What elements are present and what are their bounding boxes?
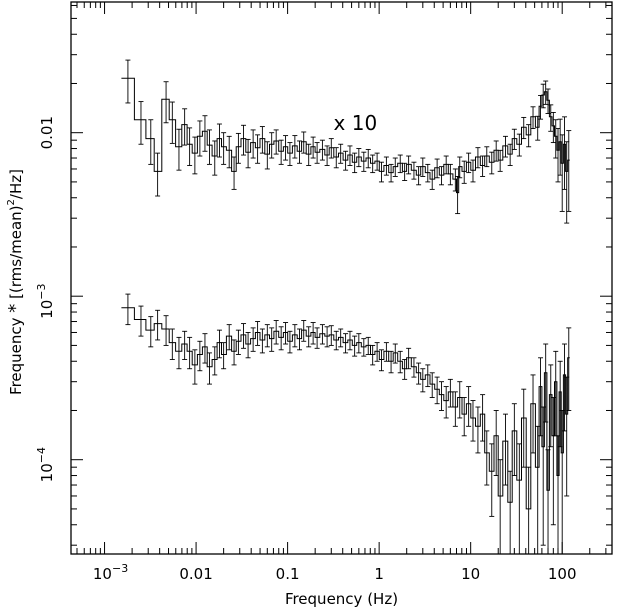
scale-annotation: x 10 [334,111,378,135]
y-axis-label-star: * [5,304,26,313]
axis-ticks [71,2,612,554]
series-step-line [121,77,570,194]
y-axis-label-mid: [(rms/mean) [7,205,25,303]
series-2 [121,293,572,554]
y-axis-label-pre: Frequency [7,313,25,395]
y-tick-label: 10−4 [35,447,56,482]
y-axis-label-sup: 2 [6,199,17,205]
x-tick-label: 0.1 [276,565,300,583]
x-tick-label: 1 [374,565,384,583]
plot-border [70,1,613,555]
x-tick-label-base: 10 [93,565,112,583]
series-group [121,59,572,554]
y-tick-label-base: 10 [38,300,56,319]
x-tick-label: 100 [548,565,577,583]
x-tick-label: 10−3 [93,562,128,583]
y-tick-label-exp: −3 [35,284,48,300]
y-tick-label-exp: −4 [35,447,48,463]
x-tick-label-exp: −3 [112,562,128,575]
y-tick-label: 10−3 [35,284,56,319]
plot-frame [70,1,613,555]
y-axis-label: Frequency * [(rms/mean)2/Hz] [5,169,26,395]
x-tick-label: 10 [461,565,480,583]
y-axis-label-post: /Hz] [7,169,25,199]
x-axis-label: Frequency (Hz) [285,590,398,608]
y-tick-label: 0.01 [38,116,56,149]
series-1 [121,59,572,224]
y-tick-label-base: 10 [38,463,56,482]
x-tick-label: 0.01 [179,565,212,583]
